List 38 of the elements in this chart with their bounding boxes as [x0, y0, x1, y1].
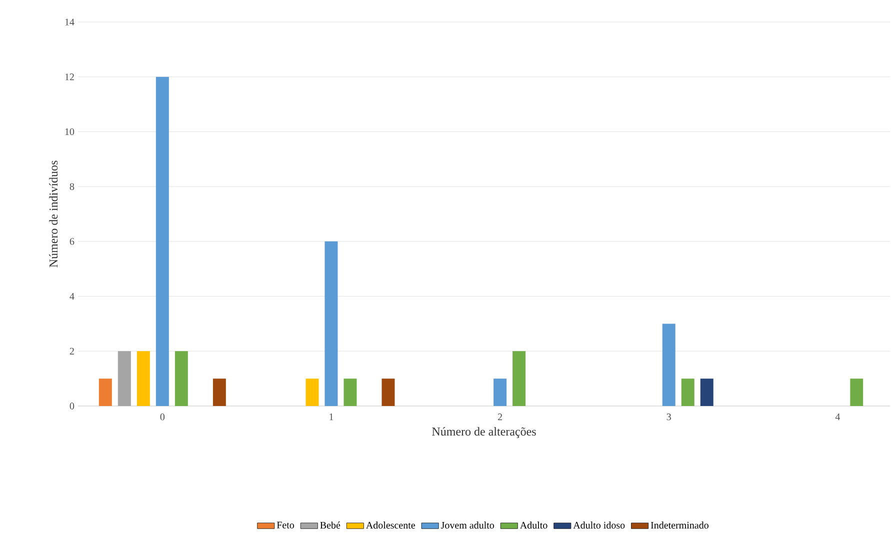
bar: [174, 351, 188, 406]
bar: [512, 351, 526, 406]
y-tick-label: 6: [70, 238, 74, 245]
bar: [662, 324, 676, 406]
x-tick-label: 2: [498, 414, 502, 420]
bar: [850, 378, 864, 406]
bar: [324, 241, 338, 406]
y-axis-title: Número de indivíduos: [49, 160, 58, 268]
y-tick-label: 12: [65, 74, 74, 80]
x-tick-label: 0: [160, 414, 165, 420]
bar: [212, 378, 226, 406]
bar: [700, 378, 714, 406]
y-tick-label: 8: [70, 183, 74, 190]
bar: [118, 351, 131, 406]
x-axis-title: Número de alterações: [432, 427, 536, 438]
y-tick-label: 10: [65, 128, 74, 136]
legend-label: Bebé: [320, 522, 340, 529]
legend-label: Adulto idoso: [573, 522, 625, 529]
y-tick-label: 0: [70, 402, 74, 410]
legend-label: Jovem adulto: [441, 522, 494, 529]
legend-label: Feto: [276, 522, 294, 528]
bar: [344, 378, 357, 406]
bar: [681, 378, 694, 406]
y-tick-label: 4: [70, 292, 74, 300]
bar: [494, 378, 507, 406]
x-tick-label: 1: [330, 414, 334, 420]
x-tick-label: 4: [835, 414, 840, 420]
bar: [382, 378, 395, 406]
legend-label: Adolescente: [366, 522, 415, 529]
bar: [98, 378, 112, 406]
y-tick-label: 2: [70, 348, 74, 354]
x-tick-label: 3: [666, 414, 671, 420]
bar: [156, 76, 169, 406]
bar: [306, 378, 319, 406]
y-tick-label: 14: [65, 18, 74, 26]
bar: [136, 351, 150, 406]
legend-label: Indeterminado: [650, 522, 708, 529]
legend-label: Adulto: [520, 522, 548, 529]
